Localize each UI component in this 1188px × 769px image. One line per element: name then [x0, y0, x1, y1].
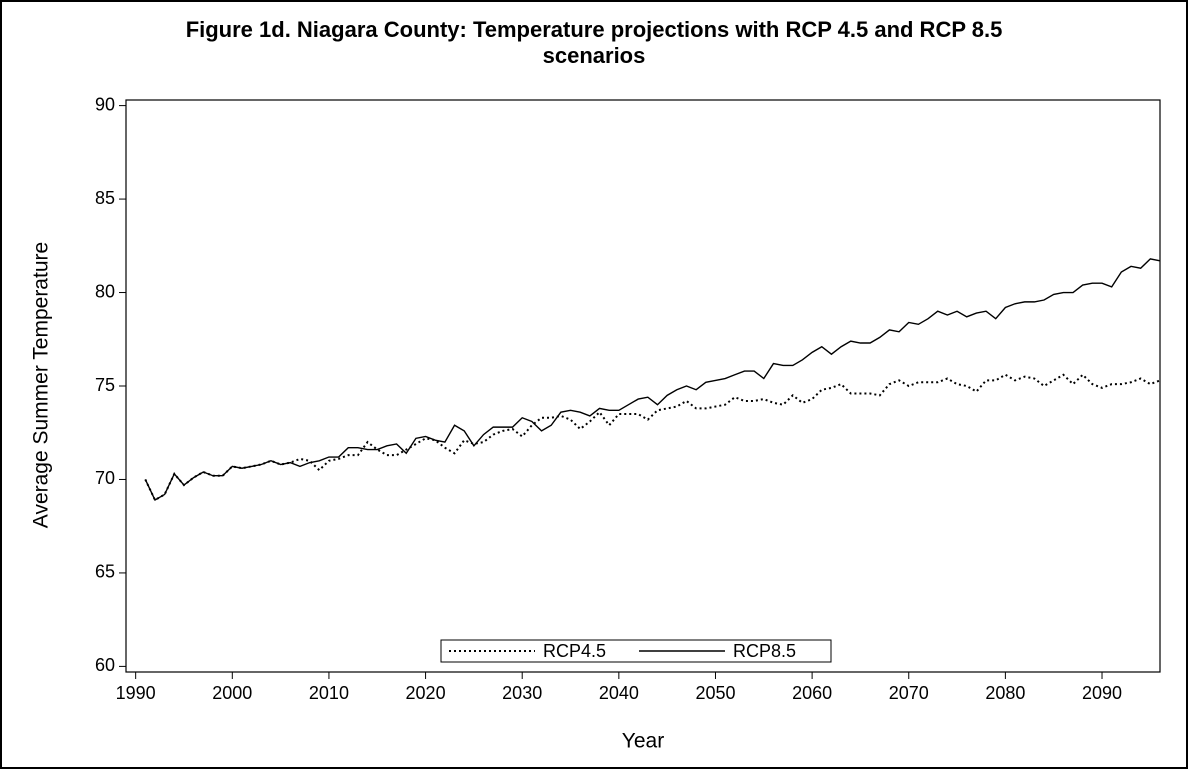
x-tick-label: 2070: [889, 683, 929, 703]
x-tick-label: 2000: [212, 683, 252, 703]
y-axis-label: Average Summer Temperature: [30, 242, 53, 528]
y-tick-label: 85: [95, 188, 115, 208]
x-axis-label: Year: [622, 730, 664, 753]
legend-label: RCP4.5: [543, 641, 606, 661]
x-tick-label: 2090: [1082, 683, 1122, 703]
series-line: [144, 373, 1161, 502]
y-tick-label: 75: [95, 375, 115, 395]
y-tick-label: 70: [95, 468, 115, 488]
x-tick-label: 2060: [792, 683, 832, 703]
y-tick-label: 80: [95, 281, 115, 301]
chart-title: Figure 1d. Niagara County: Temperature p…: [186, 17, 1003, 68]
series-line: [144, 258, 1161, 502]
y-tick-label: 60: [95, 655, 115, 675]
legend-label: RCP8.5: [733, 641, 796, 661]
x-tick-label: 2050: [695, 683, 735, 703]
legend: RCP4.5 RCP8.5: [440, 639, 832, 663]
legend-box: [440, 639, 832, 663]
x-tick-label: 2020: [406, 683, 446, 703]
y-tick-label: 90: [95, 94, 115, 114]
x-tick-label: 2040: [599, 683, 639, 703]
x-tick-label: 1990: [116, 683, 156, 703]
plot-frame: [125, 99, 1161, 673]
x-tick-label: 2030: [502, 683, 542, 703]
x-tick-label: 2010: [309, 683, 349, 703]
y-tick-label: 65: [95, 562, 115, 582]
x-tick-label: 2080: [985, 683, 1025, 703]
